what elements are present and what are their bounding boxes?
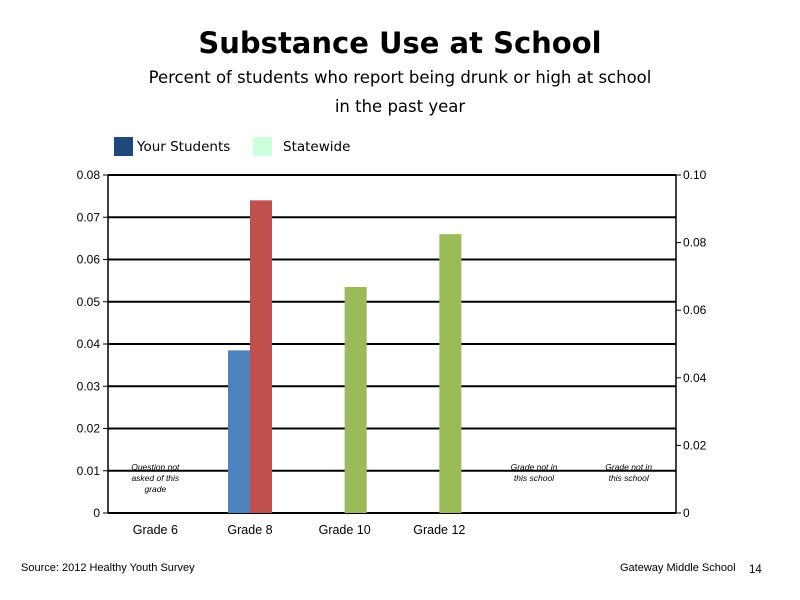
y-tick-label: 0.01 — [77, 464, 101, 478]
y2-tick-label: 0.02 — [683, 438, 707, 452]
annotation-text: asked of this — [131, 473, 179, 483]
footer-source: Source: 2012 Healthy Youth Survey — [21, 562, 195, 574]
bar — [250, 200, 272, 513]
y-tick-label: 0.07 — [77, 210, 101, 224]
y-tick-label: 0.06 — [77, 253, 101, 267]
legend-swatch-statewide — [253, 137, 272, 156]
y-tick-label: 0 — [93, 506, 100, 520]
annotation-text: this school — [514, 473, 555, 483]
page-number: 14 — [749, 564, 762, 576]
chart-subtitle-line-2: in the past year — [334, 97, 466, 116]
y-tick-label: 0.02 — [77, 422, 101, 436]
legend-label-statewide: Statewide — [283, 139, 351, 155]
y-tick-label: 0.05 — [77, 295, 101, 309]
annotation-text: Grade not in — [511, 462, 558, 472]
x-tick-label: Grade 10 — [319, 523, 371, 537]
chart-title: Substance Use at School — [198, 26, 602, 60]
y2-tick-label: 0.10 — [683, 168, 707, 182]
bar — [228, 350, 250, 513]
bar — [344, 286, 367, 513]
footer-school-name: Gateway Middle School — [620, 562, 736, 574]
y2-tick-label: 0.04 — [683, 371, 707, 385]
x-tick-label: Grade 6 — [133, 523, 178, 537]
y-tick-label: 0.03 — [77, 379, 101, 393]
y2-tick-label: 0 — [683, 506, 690, 520]
x-tick-label: Grade 8 — [227, 523, 272, 537]
x-tick-label: Grade 12 — [413, 523, 465, 537]
bar — [439, 234, 462, 513]
y-tick-label: 0.04 — [77, 337, 101, 351]
annotation-text: this school — [609, 473, 650, 483]
y2-tick-label: 0.06 — [683, 303, 707, 317]
chart-subtitle-line-1: Percent of students who report being dru… — [148, 68, 652, 87]
y2-tick-label: 0.08 — [683, 236, 707, 250]
annotation-text: Grade not in — [605, 462, 652, 472]
legend-swatch-your-students — [114, 137, 133, 156]
y-tick-label: 0.08 — [77, 168, 101, 182]
legend-label-your-students: Your Students — [137, 139, 231, 155]
annotation-text: Question not — [131, 462, 180, 472]
annotation-text: grade — [144, 484, 166, 494]
